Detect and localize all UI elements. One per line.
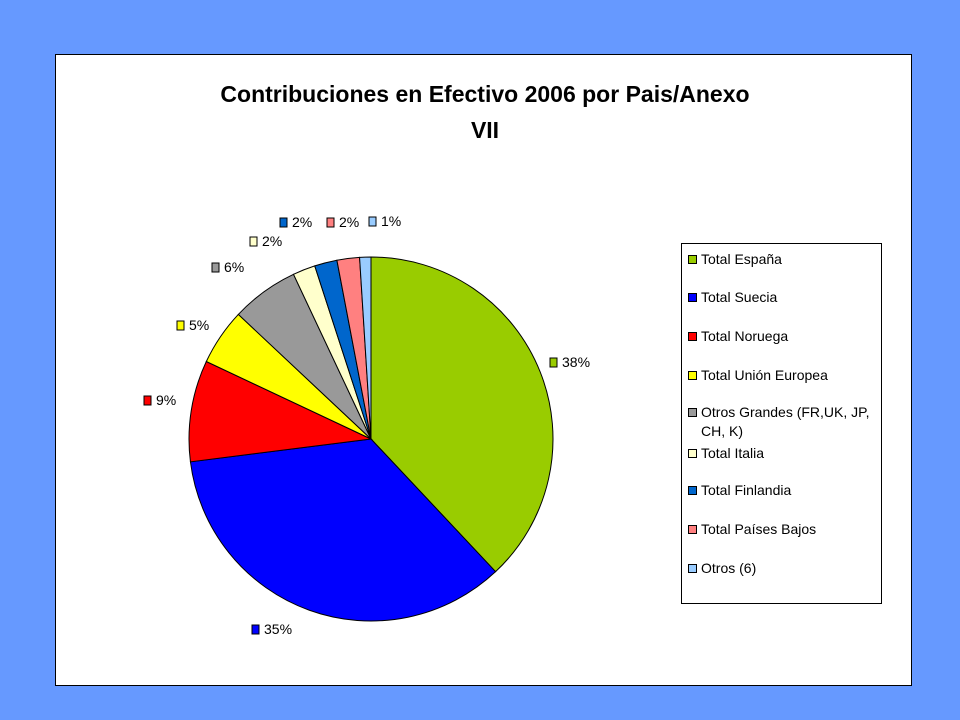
data-label-7: 2%: [326, 214, 359, 230]
legend-label-5: Total Italia: [701, 445, 765, 461]
data-label-1: 35%: [251, 621, 292, 637]
data-label-4: 6%: [211, 259, 244, 275]
data-label-text-1: 35%: [264, 621, 292, 637]
data-label-text-7: 2%: [339, 214, 359, 230]
legend-label-2: Total Noruega: [701, 328, 789, 344]
data-label-text-2: 9%: [156, 392, 176, 408]
data-label-2: 9%: [143, 392, 176, 408]
data-label-text-0: 38%: [562, 354, 590, 370]
legend-label-0: Total España: [701, 251, 782, 267]
data-label-8: 1%: [368, 213, 401, 229]
chart-title-line-1: Contribuciones en Efectivo 2006 por Pais…: [220, 81, 750, 107]
chart-title: Contribuciones en Efectivo 2006 por Pais…: [0, 76, 960, 148]
pie-slice-2: [188, 360, 373, 463]
legend-label-3: Total Unión Europea: [701, 367, 828, 383]
data-label-5: 2%: [249, 233, 282, 249]
legend-swatch-0: [688, 255, 697, 264]
data-label-swatch-6: [279, 217, 288, 228]
data-label-swatch-8: [368, 216, 377, 227]
legend-swatch-1: [688, 293, 697, 302]
legend-swatch-4: [688, 408, 697, 417]
legend-swatch-3: [688, 371, 697, 380]
legend-swatch-2: [688, 332, 697, 341]
legend-swatch-8: [688, 564, 697, 573]
data-label-swatch-3: [176, 320, 185, 331]
data-label-swatch-7: [326, 217, 335, 228]
data-label-swatch-5: [249, 236, 258, 247]
data-label-text-8: 1%: [381, 213, 401, 229]
legend-label-1: Total Suecia: [701, 289, 778, 305]
data-label-6: 2%: [279, 214, 312, 230]
data-label-text-5: 2%: [262, 233, 282, 249]
data-label-swatch-1: [251, 624, 260, 635]
legend-swatch-5: [688, 449, 697, 458]
data-label-swatch-4: [211, 262, 220, 273]
chart-title-line-2: VII: [470, 117, 500, 143]
data-label-0: 38%: [549, 354, 590, 370]
pie-slice-1: [189, 438, 497, 622]
data-label-text-6: 2%: [292, 214, 312, 230]
legend-label-8: Otros (6): [701, 560, 757, 576]
legend-swatch-6: [688, 486, 697, 495]
data-label-3: 5%: [176, 317, 209, 333]
pie-slice-0: [370, 256, 554, 573]
legend: Total España Total Suecia Total Noruega Tot…: [681, 243, 882, 604]
legend-swatch-7: [688, 525, 697, 534]
data-label-swatch-2: [143, 395, 152, 406]
legend-label-4: Otros Grandes (FR,UK, JP, CH, K): [701, 404, 870, 439]
data-label-text-4: 6%: [224, 259, 244, 275]
data-label-text-3: 5%: [189, 317, 209, 333]
legend-label-6: Total Finlandia: [701, 482, 792, 498]
pie-slice-8: [359, 256, 372, 440]
data-label-swatch-0: [549, 357, 558, 368]
legend-label-7: Total Países Bajos: [701, 521, 817, 537]
